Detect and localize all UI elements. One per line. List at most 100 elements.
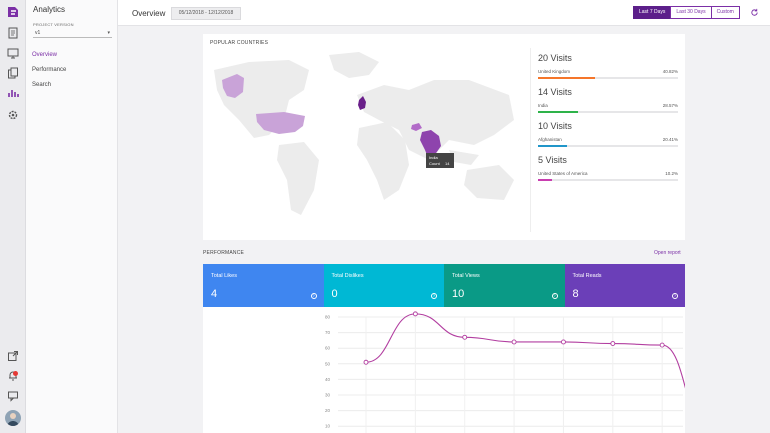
visits-count: 10 Visits xyxy=(538,121,572,131)
map-tooltip-country: India xyxy=(429,155,438,160)
tile-label: Total Dislikes xyxy=(331,273,364,279)
data-point[interactable] xyxy=(659,342,665,348)
progress-fill xyxy=(538,179,553,181)
country-stat: 10 Visits Afghanistan 20.41% xyxy=(538,121,678,147)
popular-countries-title: POPULAR COUNTRIES xyxy=(210,40,269,46)
avatar[interactable] xyxy=(5,410,21,426)
y-tick-label: 80 xyxy=(325,315,331,320)
visits-count: 20 Visits xyxy=(538,53,572,63)
country-percent: 10.2% xyxy=(665,171,678,176)
main-content: Overview 05/12/2018 - 12/12/2018 Last 7 … xyxy=(118,0,770,433)
info-icon[interactable]: ? xyxy=(431,293,437,299)
chevron-down-icon: ▾ xyxy=(107,30,110,36)
info-icon[interactable]: ? xyxy=(672,293,678,299)
data-point[interactable] xyxy=(610,341,616,346)
country-name: India xyxy=(538,103,548,108)
map-region-afghanistan xyxy=(411,123,422,131)
data-point[interactable] xyxy=(462,334,468,340)
y-tick-label: 20 xyxy=(325,408,331,413)
map-tooltip-count: 14 xyxy=(445,161,450,166)
tile-label: Total Views xyxy=(452,273,480,279)
nav-panel: Analytics PROJECT VERSION v1 ▾ Overview … xyxy=(26,0,118,433)
project-version-select[interactable]: v1 ▾ xyxy=(33,29,112,38)
page-title: Overview xyxy=(132,9,166,18)
country-percent: 28.57% xyxy=(662,103,678,108)
document-icon[interactable] xyxy=(7,27,19,39)
data-point[interactable] xyxy=(412,311,418,317)
notification-badge xyxy=(13,371,18,376)
project-version-label: PROJECT VERSION xyxy=(33,22,74,27)
country-stat: 5 Visits United States of America 10.2% xyxy=(538,155,678,181)
country-percent: 20.41% xyxy=(662,137,678,142)
progress-fill xyxy=(538,77,596,79)
tile-value: 10 xyxy=(452,288,465,300)
country-name: United Kingdom xyxy=(538,69,571,74)
world-map: India Count 14 xyxy=(214,52,514,215)
y-tick-label: 60 xyxy=(325,346,331,351)
top-bar: Overview 05/12/2018 - 12/12/2018 Last 7 … xyxy=(118,0,770,26)
country-stat: 20 Visits United Kingdom 40.82% xyxy=(538,53,678,79)
tile-total-views[interactable]: Total Views 10 ? xyxy=(444,264,565,307)
tile-total-likes[interactable]: Total Likes 4 ? xyxy=(203,264,324,307)
range-selector: Last 7 Days Last 30 Days Custom xyxy=(633,6,740,19)
feedback-icon[interactable] xyxy=(7,390,19,402)
icon-rail xyxy=(0,0,26,433)
performance-chart-card: 80 70 60 50 40 30 20 10 xyxy=(203,307,685,433)
tile-value: 4 xyxy=(211,288,218,300)
performance-tiles: Total Likes 4 ? Total Dislikes 0 ? Total… xyxy=(203,264,685,307)
info-icon[interactable]: ? xyxy=(310,293,317,299)
y-tick-label: 30 xyxy=(325,393,331,398)
range-last-30-days-button[interactable]: Last 30 Days xyxy=(670,6,712,19)
refresh-icon[interactable] xyxy=(750,8,759,17)
map-region-alaska xyxy=(222,74,244,98)
app-title: Analytics xyxy=(33,5,66,14)
map-region-uk xyxy=(358,96,366,110)
tile-value: 8 xyxy=(572,288,579,300)
series-line xyxy=(365,313,685,389)
tile-label: Total Reads xyxy=(572,273,602,279)
open-report-link[interactable]: Open report xyxy=(654,250,681,256)
performance-title: PERFORMANCE xyxy=(203,250,245,256)
visits-count: 14 Visits xyxy=(538,87,572,97)
data-point[interactable] xyxy=(363,359,369,365)
project-version-value: v1 xyxy=(35,30,41,36)
performance-line-chart: 80 70 60 50 40 30 20 10 xyxy=(325,311,685,433)
range-custom-button[interactable]: Custom xyxy=(710,6,740,19)
export-icon[interactable] xyxy=(7,350,19,362)
nav-item-overview[interactable]: Overview xyxy=(32,52,58,58)
progress-fill xyxy=(538,111,578,113)
tile-total-reads[interactable]: Total Reads 8 ? xyxy=(564,264,685,307)
tile-total-dislikes[interactable]: Total Dislikes 0 ? xyxy=(323,264,444,307)
y-tick-label: 50 xyxy=(325,361,331,366)
tile-value: 0 xyxy=(331,288,338,300)
card-divider xyxy=(530,48,531,232)
data-point[interactable] xyxy=(560,339,566,345)
logo-icon[interactable] xyxy=(6,5,20,19)
popular-countries-card: POPULAR COUNTRIES India Count 14 20 Visi… xyxy=(203,34,685,240)
monitor-icon[interactable] xyxy=(7,47,19,59)
y-tick-label: 10 xyxy=(325,424,331,429)
range-last-7-days-button[interactable]: Last 7 Days xyxy=(633,6,672,19)
data-point[interactable] xyxy=(511,339,517,345)
map-region-india xyxy=(420,130,441,160)
tile-label: Total Likes xyxy=(211,273,237,279)
progress-track xyxy=(538,111,678,113)
country-name: Afghanistan xyxy=(538,137,562,142)
map-region-usa xyxy=(256,112,305,134)
info-icon[interactable]: ? xyxy=(551,293,558,299)
date-range-picker[interactable]: 05/12/2018 - 12/12/2018 xyxy=(171,7,241,20)
settings-icon[interactable] xyxy=(7,109,19,121)
analytics-icon[interactable] xyxy=(7,87,19,99)
progress-track xyxy=(538,77,678,79)
nav-item-performance[interactable]: Performance xyxy=(32,67,67,73)
pages-icon[interactable] xyxy=(7,67,19,79)
progress-fill xyxy=(538,145,567,147)
progress-track xyxy=(538,179,678,181)
y-tick-label: 40 xyxy=(325,377,331,382)
nav-item-search[interactable]: Search xyxy=(32,82,52,88)
map-tooltip xyxy=(426,153,454,168)
visits-count: 5 Visits xyxy=(538,155,567,165)
map-tooltip-count-label: Count xyxy=(429,161,441,166)
y-tick-label: 70 xyxy=(325,330,331,335)
country-name: United States of America xyxy=(538,171,588,176)
